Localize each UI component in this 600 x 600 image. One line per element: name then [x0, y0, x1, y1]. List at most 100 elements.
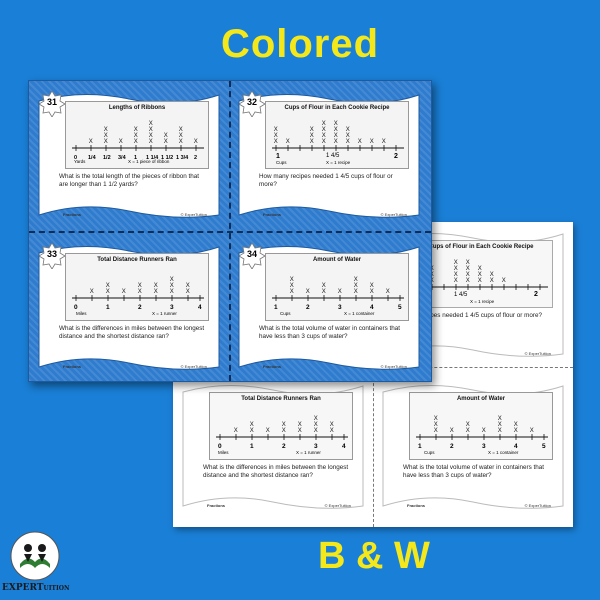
x-mark: X [466, 428, 470, 434]
x-mark: X [310, 139, 314, 145]
x-mark: X [122, 289, 126, 295]
x-mark: X [454, 266, 458, 272]
x-mark: X [322, 283, 326, 289]
x-mark: X [434, 422, 438, 428]
card-number-badge: 33 [38, 242, 66, 270]
x-mark: X [104, 139, 108, 145]
x-mark: X [274, 133, 278, 139]
x-mark: X [170, 283, 174, 289]
x-mark: X [334, 127, 338, 133]
x-mark: X [290, 277, 294, 283]
x-mark: X [274, 127, 278, 133]
x-mark: X [250, 428, 254, 434]
x-mark: X [186, 289, 190, 295]
axis-label: 2 [450, 443, 454, 450]
x-mark: X [466, 278, 470, 284]
x-mark: X [478, 266, 482, 272]
card-number-badge: 31 [38, 90, 66, 118]
card-footer-right: © ExperTuition [524, 503, 551, 508]
x-mark: X [334, 121, 338, 127]
x-mark: X [454, 278, 458, 284]
plot-key: X = 1 runner [152, 311, 177, 316]
x-mark: X [354, 283, 358, 289]
x-mark: X [434, 416, 438, 422]
axis-label: 1 [276, 153, 280, 160]
x-mark: X [282, 428, 286, 434]
x-mark: X [334, 133, 338, 139]
axis-label: 1 4/5 [326, 153, 340, 159]
plot-title: Amount of Water [456, 396, 506, 402]
axis-label: 3 [482, 443, 486, 450]
card-footer-left: Fractions [263, 364, 282, 369]
x-mark: X [104, 133, 108, 139]
x-mark: X [298, 428, 302, 434]
axis-label: 1 [250, 443, 254, 450]
axis-label: 1 [418, 443, 422, 450]
card-footer-left: Fractions [63, 212, 82, 217]
question-text: What is the differences in miles between… [203, 464, 349, 479]
axis-label: 1 [106, 304, 110, 311]
x-mark: X [370, 139, 374, 145]
x-mark: X [250, 422, 254, 428]
book-readers-icon [10, 531, 60, 581]
axis-label: 4 [342, 443, 346, 450]
x-mark: X [290, 289, 294, 295]
x-mark: X [354, 277, 358, 283]
logo-text: EXPERTUITION [2, 583, 70, 593]
x-mark: X [358, 139, 362, 145]
x-mark: X [310, 133, 314, 139]
x-mark: X [154, 283, 158, 289]
x-mark: X [149, 127, 153, 133]
x-mark: X [478, 272, 482, 278]
card-footer-right: © ExperTuition [380, 364, 407, 369]
card-footer-left: Fractions [263, 212, 282, 217]
x-mark: X [274, 139, 278, 145]
x-mark: X [314, 416, 318, 422]
x-mark: X [322, 127, 326, 133]
unit-label: Yards [74, 159, 86, 164]
x-mark: X [310, 127, 314, 133]
x-mark: X [466, 422, 470, 428]
card-footer-right: © ExperTuition [180, 364, 207, 369]
plot-title: Cups of Flour in Each Cookie Recipe [284, 105, 390, 111]
x-mark: X [89, 139, 93, 145]
axis-label: 1 [134, 155, 137, 161]
question-text: What is the differences in miles between… [59, 325, 205, 340]
x-mark: X [290, 283, 294, 289]
x-mark: X [322, 121, 326, 127]
card-number-badge: 34 [238, 242, 266, 270]
question-text: What is the total length of the pieces o… [59, 173, 200, 188]
card-footer-left: Fractions [63, 364, 82, 369]
bw-label: B & W [318, 535, 430, 577]
x-mark: X [134, 127, 138, 133]
x-mark: X [322, 289, 326, 295]
x-mark: X [298, 422, 302, 428]
x-mark: X [322, 133, 326, 139]
plot-title: Cups of Flour in Each Cookie Recipe [428, 244, 534, 250]
x-mark: X [466, 260, 470, 266]
axis-label: 2 [194, 155, 197, 161]
axis-label: 0 [74, 304, 78, 311]
x-mark: X [482, 428, 486, 434]
x-mark: X [179, 127, 183, 133]
x-mark: X [314, 422, 318, 428]
card-footer-left: Fractions [207, 503, 226, 508]
axis-label: 5 [542, 443, 546, 450]
x-mark: X [334, 139, 338, 145]
x-mark: X [346, 127, 350, 133]
page-title: Colored [220, 22, 380, 66]
x-mark: X [382, 139, 386, 145]
card-footer-right: © ExperTuition [180, 212, 207, 217]
x-mark: X [179, 133, 183, 139]
plot-key: X = 1 container [488, 450, 519, 455]
